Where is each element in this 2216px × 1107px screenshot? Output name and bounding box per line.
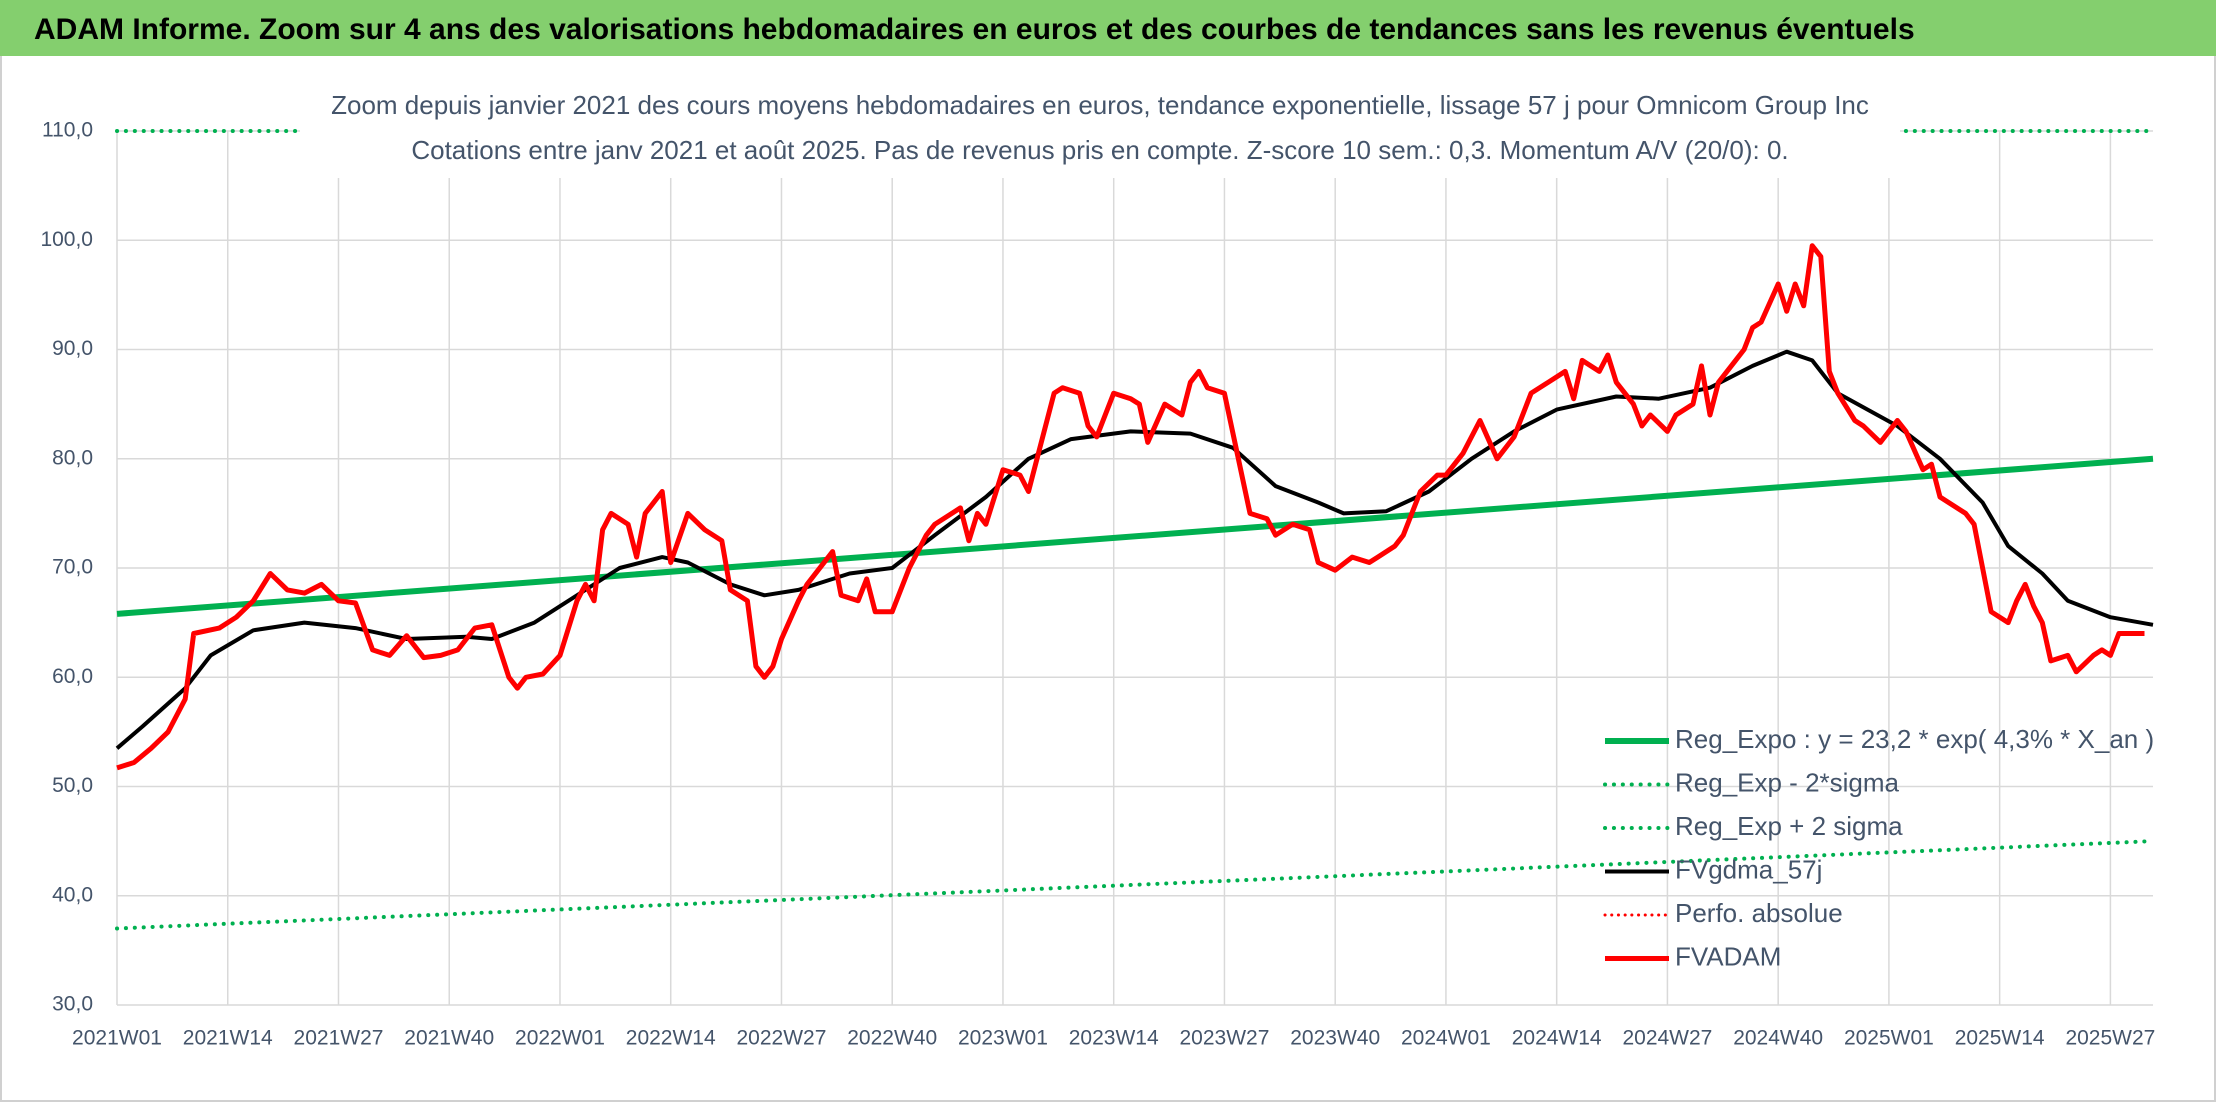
series-line [115,839,2155,931]
x-tick-label: 2024W01 [1401,1027,1491,1050]
x-tick-label: 2022W27 [737,1027,827,1050]
legend-label: FVgdma_57j [1675,854,1822,884]
x-tick-label: 2023W01 [958,1027,1048,1050]
y-tick-label: 90,0 [52,337,93,360]
legend-label: Perfo. absolue [1675,898,1843,928]
y-tick-label: 100,0 [40,228,93,251]
legend: Reg_Expo : y = 23,2 * exp( 4,3% * X_an )… [1603,724,2154,971]
x-tick-label: 2025W01 [1844,1027,1934,1050]
y-tick-label: 60,0 [52,665,93,688]
x-tick-label: 2024W27 [1622,1027,1712,1050]
subtitle: Cotations entre janv 2021 et août 2025. … [411,135,1788,165]
x-tick-label: 2021W01 [72,1027,162,1050]
y-tick-label: 80,0 [52,446,93,469]
series-line [116,455,2154,617]
y-tick-label: 50,0 [52,774,93,797]
x-tick-label: 2023W40 [1290,1027,1380,1050]
y-tick-label: 70,0 [52,556,93,579]
series-line [116,243,2145,771]
legend-label: Reg_Expo : y = 23,2 * exp( 4,3% * X_an ) [1675,724,2154,754]
x-tick-label: 2025W27 [2065,1027,2155,1050]
x-tick-label: 2024W40 [1733,1027,1823,1050]
x-tick-label: 2021W27 [294,1027,384,1050]
chart-title: ADAM Informe. Zoom sur 4 ans des valoris… [34,13,1915,46]
y-tick-label: 30,0 [52,993,93,1016]
x-tick-label: 2023W27 [1179,1027,1269,1050]
x-tick-label: 2025W14 [1955,1027,2045,1050]
subtitle-background [300,82,1900,178]
y-tick-label: 40,0 [52,883,93,906]
y-tick-label: 110,0 [42,119,93,142]
x-tick-label: 2022W01 [515,1027,605,1050]
x-tick-label: 2024W14 [1512,1027,1602,1050]
x-tick-label: 2023W14 [1069,1027,1159,1050]
x-tick-label: 2022W14 [626,1027,716,1050]
legend-label: Reg_Exp + 2 sigma [1675,811,1903,841]
x-tick-label: 2022W40 [847,1027,937,1050]
x-tick-label: 2021W14 [183,1027,273,1050]
legend-label: FVADAM [1675,941,1781,971]
subtitle: Zoom depuis janvier 2021 des cours moyen… [331,90,1869,120]
legend-label: Reg_Exp - 2*sigma [1675,767,1900,797]
header-bar [0,0,2216,56]
x-tick-label: 2021W40 [404,1027,494,1050]
